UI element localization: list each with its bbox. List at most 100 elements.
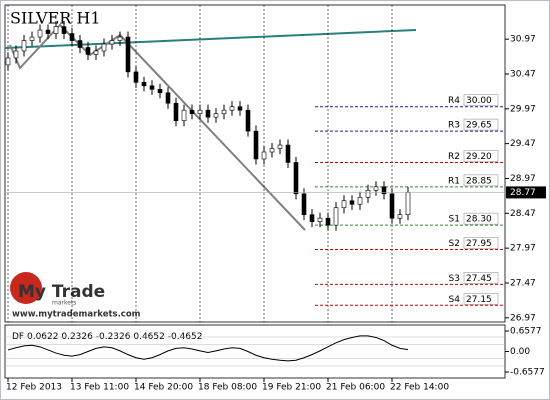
candle-body [213,113,219,118]
candle-body [325,217,331,226]
x-tick-label: 22 Feb 14:00 [390,383,449,393]
candle-body [21,40,27,52]
candle-body [253,130,259,160]
level-value: 30.00 [466,96,492,106]
level-name: R4 [448,96,460,106]
last-price-label: 28.77 [510,188,536,198]
y-tick-label: 29.97 [510,104,536,114]
candle-body [333,207,339,226]
candle-body [317,217,323,222]
logo-circle [10,272,42,304]
level-box [463,212,499,225]
candle-body [277,144,283,149]
candle-body [141,82,147,87]
candle-body [149,85,155,90]
level-box [463,118,499,131]
candle-body [373,186,379,191]
level-box [463,174,499,187]
candle-body [269,148,275,153]
candle-body [189,109,195,114]
x-tick-label: 12 Feb 2013 [6,383,62,393]
level-value: 27.45 [466,274,492,284]
x-tick-label: 14 Feb 20:00 [134,383,193,393]
level-box [463,292,499,305]
candle-body [37,29,43,38]
y-tick-label: 29.47 [510,139,536,149]
candle-body [389,193,395,219]
main-panel [4,4,506,323]
candle-body [293,162,299,195]
candle-body [245,109,251,132]
logo: My Trade markets www.mytrademarkets.com [10,272,141,320]
candle-body [125,36,131,73]
indicator-y-tick-label: 0.00 [510,347,530,357]
level-box [463,94,499,107]
candle-body [341,200,347,209]
level-name: R3 [448,121,460,131]
candle-body [197,109,203,114]
y-tick-label: 30.97 [510,35,536,45]
candle-body [357,196,363,205]
y-tick-label: 30.47 [510,69,536,79]
x-tick-label: 21 Feb 06:00 [326,383,385,393]
candle-body [381,186,387,195]
level-value: 28.30 [466,215,492,225]
candle-body [53,26,59,34]
level-value: 29.65 [466,121,492,131]
candle-body [397,214,403,219]
logo-name: My Trade [18,282,105,302]
x-tick-label: 13 Feb 11:00 [70,383,129,393]
candle-body [133,71,139,83]
indicator-level: 0.0622 [27,332,59,342]
last-price-box [506,186,546,199]
level-name: R1 [448,176,460,186]
level-name: S1 [449,215,460,225]
candle-body [61,26,67,34]
y-tick-label: 27.47 [510,278,536,288]
level-box [463,150,499,162]
y-tick-label: 28.47 [510,209,536,219]
candle-body [69,33,75,41]
candle-body [29,36,35,41]
y-tick-label: 26.97 [510,313,536,323]
level-value: 29.20 [466,152,492,162]
candle-body [237,106,243,111]
level-name: S3 [449,274,460,284]
level-name: S4 [449,295,461,305]
candle-body [77,40,83,48]
candle-body [405,192,411,216]
candle-body [349,200,355,205]
level-name: S2 [449,239,460,249]
candle-body [13,50,19,59]
candle-body [45,29,51,34]
candle-body [157,89,163,94]
candle-body [101,43,107,52]
candle-body [309,214,315,222]
level-value: 28.85 [466,176,492,186]
candle-body [301,193,307,216]
channel-line [119,34,306,231]
candle-body [261,151,267,160]
logo-sub: markets [52,300,76,307]
logo-url: www.mytrademarkets.com [12,310,141,320]
chart-title: SILVER H1 [10,9,101,28]
indicator-y-tick-label: 0.6577 [510,326,542,336]
candle-body [173,102,179,121]
candle-body [5,57,11,66]
indicator-line [7,335,409,362]
level-name: R2 [448,152,460,162]
candle-body [365,190,371,198]
indicator-level: -0.2326 [96,332,131,342]
level-value: 27.15 [466,295,492,305]
candle-body [181,109,187,121]
indicator-y-tick-label: -0.6577 [510,368,545,378]
y-tick-label: 27.97 [510,244,536,254]
candle-body [165,92,171,104]
indicator-name: DF [12,332,24,342]
candle-body [93,50,99,55]
indicator-header: DF 0.0622 0.2326 -0.2326 0.4652 -0.4652 [12,332,202,342]
indicator-level: -0.4652 [168,332,203,342]
candle-body [221,109,227,114]
candle-body [229,106,235,111]
